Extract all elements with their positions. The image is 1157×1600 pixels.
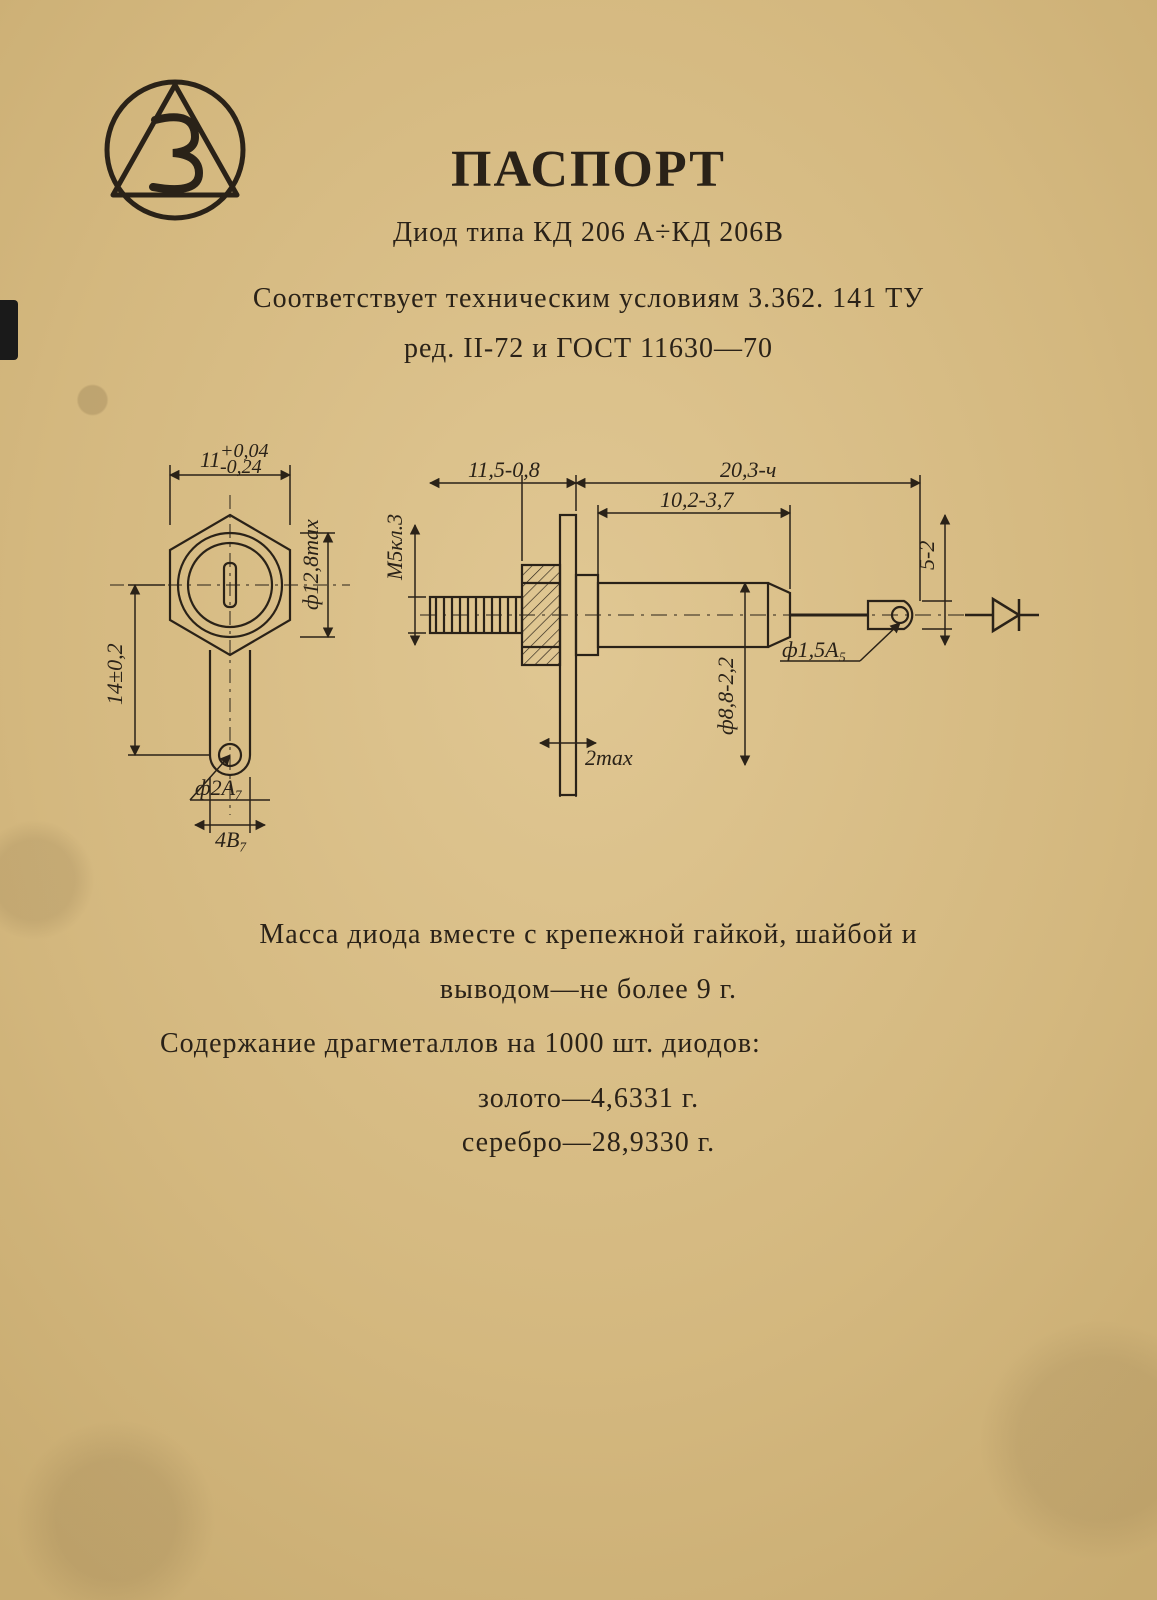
engineering-drawing: 11 +0,04 -0,24: [110, 415, 1067, 855]
dim-side-body-diameter: ф8,8-2,2: [713, 657, 738, 735]
dim-front-width-tol-bot: -0,24: [220, 456, 262, 478]
dim-front-hole: ф2A₇: [195, 775, 243, 800]
gost-line: ред. II-72 и ГОСТ 11630—70: [110, 333, 1067, 365]
dim-side-d: 5-2: [914, 541, 939, 570]
body-text: Масса диода вместе с крепежной гайкой, ш…: [150, 915, 1027, 1164]
spec-line: Соответствует техническим условиям 3.362…: [110, 283, 1067, 315]
dim-front-height: 14±0,2: [102, 643, 127, 705]
metal-silver: серебро—28,9330 г.: [150, 1123, 1027, 1164]
dim-side-a: 11,5-0,8: [468, 457, 540, 482]
mass-line-2: выводом—не более 9 г.: [150, 970, 1027, 1011]
dim-side-thread: М5кл.3: [382, 514, 407, 581]
dim-side-b: 20,3-ч: [720, 457, 776, 482]
dim-front-tab-width: 4B₇: [215, 827, 247, 852]
metals-intro: Содержание драгметаллов на 1000 шт. диод…: [160, 1024, 1027, 1065]
dim-side-c: 10,2-3,7: [660, 487, 734, 512]
page: ПАСПОРТ Диод типа КД 206 А÷КД 206В Соотв…: [0, 0, 1157, 1600]
dim-side-lug: ф1,5A₅: [782, 637, 846, 662]
mass-line-1: Масса диода вместе с крепежной гайкой, ш…: [150, 915, 1027, 956]
factory-logo-icon: [95, 65, 255, 225]
metal-gold: золото—4,6331 г.: [150, 1079, 1027, 1120]
dim-side-flange: 2max: [585, 745, 633, 770]
dim-front-diameter: ф12,8max: [298, 519, 323, 610]
dim-front-width: 11: [200, 447, 220, 472]
